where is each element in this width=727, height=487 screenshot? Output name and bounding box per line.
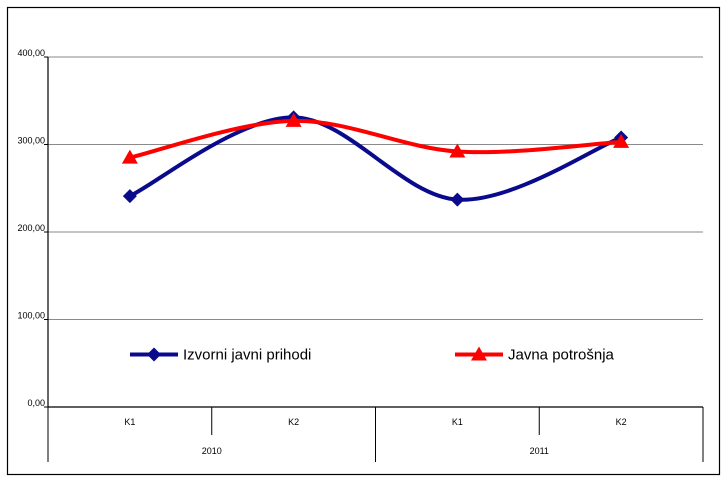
series-line — [129, 118, 622, 160]
chart-border — [6, 6, 721, 476]
y-tick-label: 100,00 — [17, 311, 45, 321]
grid-layer — [48, 56, 703, 320]
data-point — [450, 192, 465, 207]
x-tick-label: K1 — [452, 417, 463, 427]
legend-item-2: Javna potrošnja — [455, 346, 615, 364]
y-tick-label: 0,00 — [27, 398, 45, 408]
legend-swatch-marker — [471, 346, 487, 361]
x-tick-label: K2 — [616, 417, 627, 427]
legend-swatch-marker — [147, 347, 161, 362]
legend-label: Izvorni javni prihodi — [183, 347, 311, 364]
y-tick-label: 400,00 — [17, 48, 45, 58]
axis-layer: 0,00 100,00 200,00 300,00 400,00 K1 K2 K1 K2 2010… — [17, 48, 704, 462]
data-point — [449, 143, 466, 158]
data-point — [285, 112, 302, 127]
y-tick-label: 300,00 — [17, 136, 45, 146]
series-2 — [121, 112, 630, 164]
data-point — [613, 133, 630, 148]
legend: Izvorni javni prihodi Javna potrošnja — [130, 346, 615, 364]
x-group-label: 2011 — [530, 446, 549, 456]
series-layer — [121, 110, 630, 207]
y-tick-label: 200,00 — [17, 223, 45, 233]
x-group-label: 2010 — [202, 446, 222, 456]
legend-item-1: Izvorni javni prihodi — [130, 347, 311, 364]
x-tick-label: K2 — [288, 417, 299, 427]
data-point — [122, 189, 137, 204]
x-tick-label: K1 — [124, 417, 135, 427]
data-point — [121, 149, 138, 164]
legend-label: Javna potrošnja — [508, 347, 615, 364]
series-line — [129, 115, 622, 202]
